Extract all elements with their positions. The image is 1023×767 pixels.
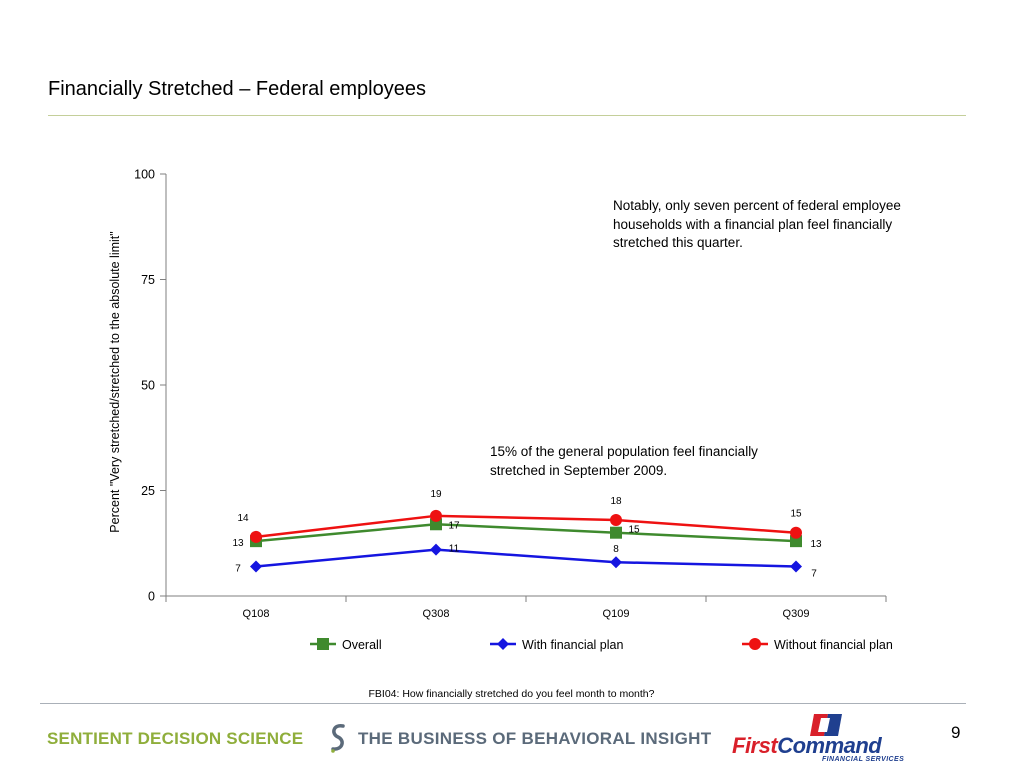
line-chart: 0 25 50 75 100 Q108 Q308 Q109 Q309 Percent "Very … (108, 168, 893, 653)
first-command-logo-command: Command (777, 733, 882, 758)
data-point (790, 526, 802, 539)
footer-divider (40, 703, 966, 704)
first-command-subtitle: FINANCIAL SERVICES (822, 756, 905, 763)
data-label: 19 (430, 489, 442, 500)
data-point (430, 509, 442, 522)
data-label: 17 (448, 520, 460, 531)
y-tick-label: 100 (134, 168, 155, 182)
page-number: 9 (951, 723, 961, 742)
y-axis-title: Percent "Very stretched/stretched to the… (108, 231, 122, 532)
footer-tagline: THE BUSINESS OF BEHAVIORAL INSIGHT (358, 729, 712, 748)
y-tick-label: 25 (141, 484, 155, 498)
data-point (790, 535, 802, 548)
data-point (430, 518, 442, 531)
series-line-0 (255, 523, 797, 543)
annotation-federal-plan: Notably, only seven percent of federal e… (613, 198, 901, 250)
legend-label: Without financial plan (774, 638, 893, 652)
slide-title: Financially Stretched – Federal employee… (48, 78, 426, 100)
first-command-logo: FirstCommand (732, 733, 882, 759)
data-label: 7 (235, 563, 241, 574)
x-tick-label: Q308 (423, 608, 450, 620)
annotation-general-population: 15% of the general population feel finan… (490, 444, 758, 478)
first-command-emblem-icon (810, 714, 842, 736)
legend-label: With financial plan (522, 638, 623, 652)
x-tick-label: Q109 (603, 608, 630, 620)
legend-label: Overall (342, 638, 382, 652)
sentient-decision-science-logo: SENTIENT DECISION SCIENCE (47, 729, 304, 748)
data-label: 18 (610, 496, 622, 507)
sentient-mark-icon (331, 724, 345, 753)
first-command-logo-first: First (732, 733, 778, 758)
question-footnote: FBI04: How financially stretched do you … (368, 688, 655, 700)
legend-marker (317, 638, 329, 650)
y-tick-label: 50 (141, 379, 155, 393)
series-line-1 (255, 548, 797, 568)
data-point (250, 530, 262, 543)
data-point (610, 556, 622, 569)
series-line-2 (255, 514, 797, 539)
data-label: 8 (613, 544, 619, 555)
y-tick-label: 75 (141, 273, 155, 287)
data-label: 14 (237, 513, 249, 524)
data-label: 15 (790, 509, 802, 520)
legend-marker (497, 638, 509, 650)
legend-marker (749, 638, 761, 650)
title-divider (48, 115, 966, 116)
data-point (790, 560, 802, 573)
data-point (610, 514, 622, 527)
data-label: 13 (232, 538, 244, 549)
data-label: 13 (810, 539, 822, 550)
data-label: 11 (449, 544, 460, 555)
y-tick-label: 0 (148, 590, 155, 604)
data-point (610, 526, 622, 539)
x-tick-label: Q108 (243, 608, 270, 620)
data-label: 15 (628, 525, 640, 536)
x-tick-label: Q309 (783, 608, 810, 620)
data-label: 7 (811, 568, 817, 579)
data-point (250, 560, 262, 573)
data-point (430, 543, 442, 556)
